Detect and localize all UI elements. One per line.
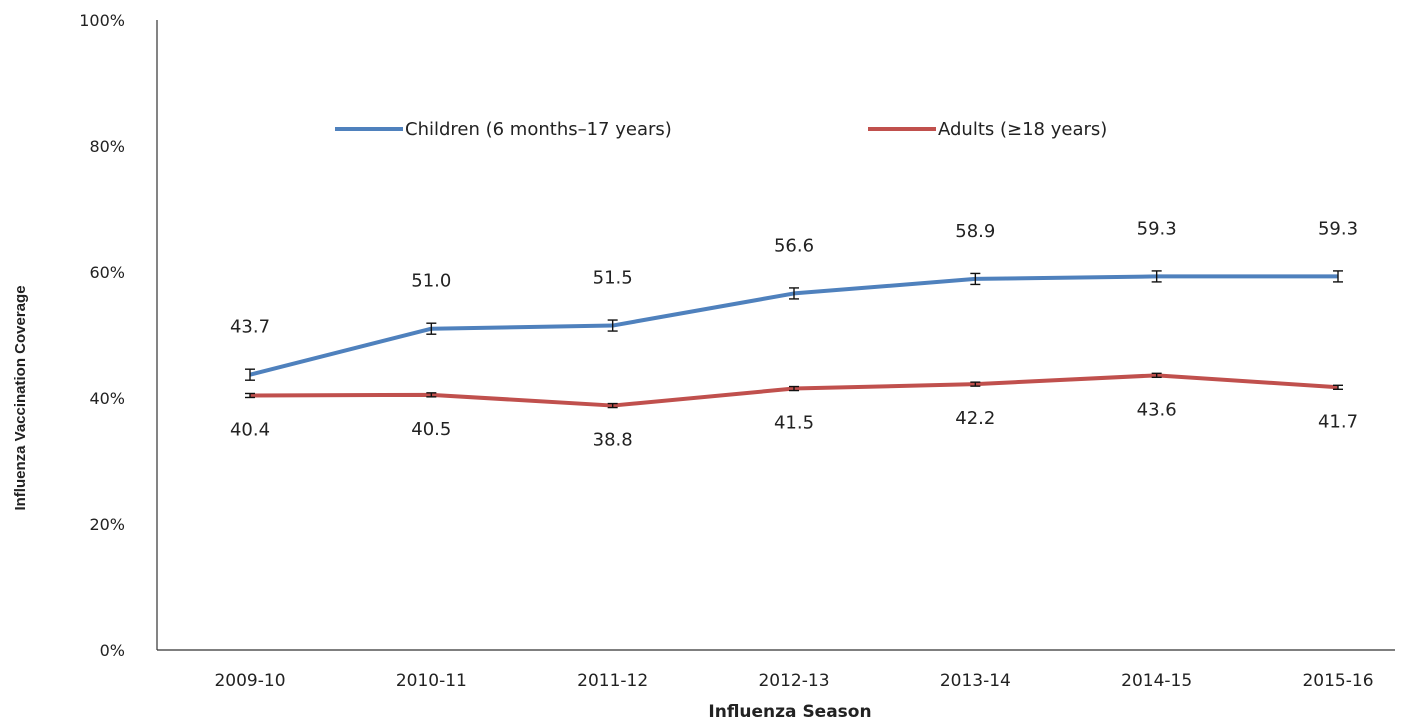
- error-bar: [970, 272, 981, 286]
- data-label: 59.3: [1318, 218, 1358, 239]
- x-tick-label: 2011-12: [577, 671, 648, 691]
- legend: Children (6 months–17 years) Adults (≥18 …: [335, 119, 1107, 140]
- data-label: 40.4: [230, 419, 270, 440]
- error-bar: [245, 392, 255, 399]
- y-tick-label: 60%: [89, 263, 125, 282]
- y-tick-label: 100%: [79, 11, 125, 30]
- series-0: 43.7 51.0 51.5 56.6 58.9 59.3 59.3: [230, 218, 1358, 381]
- x-axis-ticks: 2009-10 2010-11 2011-12 2012-13 2013-14 2014-…: [214, 671, 1373, 691]
- error-bar: [426, 322, 437, 335]
- error-bar: [1151, 270, 1162, 283]
- error-bar: [1333, 384, 1343, 390]
- legend-label: Children (6 months–17 years): [405, 119, 672, 140]
- y-tick-label: 80%: [89, 137, 125, 156]
- data-label: 51.0: [411, 271, 451, 292]
- data-label: 43.6: [1137, 399, 1177, 420]
- error-bar: [970, 381, 981, 387]
- data-label: 38.8: [593, 430, 633, 451]
- error-bar: [789, 385, 799, 392]
- error-bar: [607, 402, 618, 409]
- legend-item-0: Children (6 months–17 years): [335, 119, 672, 140]
- x-tick-label: 2014-15: [1121, 671, 1192, 691]
- axes: [156, 20, 1395, 651]
- y-tick-label: 0%: [100, 641, 125, 660]
- data-label: 56.6: [774, 235, 814, 256]
- error-bar: [1151, 372, 1162, 379]
- y-axis-ticks: 0% 20% 40% 60% 80% 100%: [79, 11, 125, 660]
- error-bar: [789, 287, 799, 300]
- error-bar: [607, 319, 618, 332]
- y-axis-title: Influenza Vaccination Coverage: [12, 285, 29, 510]
- data-label: 41.5: [774, 413, 814, 434]
- data-label: 58.9: [955, 221, 995, 242]
- data-label: 42.2: [955, 408, 995, 429]
- x-tick-label: 2010-11: [396, 671, 467, 691]
- x-tick-label: 2013-14: [940, 671, 1011, 691]
- x-tick-label: 2015-16: [1302, 671, 1373, 691]
- error-bar: [1333, 270, 1343, 283]
- y-tick-label: 40%: [89, 389, 125, 408]
- series-1: 40.4 40.5 38.8 41.5 42.2 43.6 41.7: [230, 372, 1358, 451]
- data-label: 51.5: [593, 268, 633, 289]
- error-bar: [245, 368, 255, 381]
- legend-item-1: Adults (≥18 years): [868, 119, 1107, 140]
- x-axis-title: Influenza Season: [708, 702, 871, 722]
- data-label: 41.7: [1318, 411, 1358, 432]
- y-tick-label: 20%: [89, 515, 125, 534]
- legend-label: Adults (≥18 years): [938, 119, 1107, 140]
- data-label: 43.7: [230, 317, 270, 338]
- data-label: 40.5: [411, 419, 451, 440]
- data-label: 59.3: [1137, 218, 1177, 239]
- x-tick-label: 2012-13: [758, 671, 829, 691]
- x-tick-label: 2009-10: [214, 671, 285, 691]
- error-bar: [426, 392, 437, 398]
- series-layer: 43.7 51.0 51.5 56.6 58.9 59.3 59.3 40.4 40.5 38.8…: [230, 218, 1358, 450]
